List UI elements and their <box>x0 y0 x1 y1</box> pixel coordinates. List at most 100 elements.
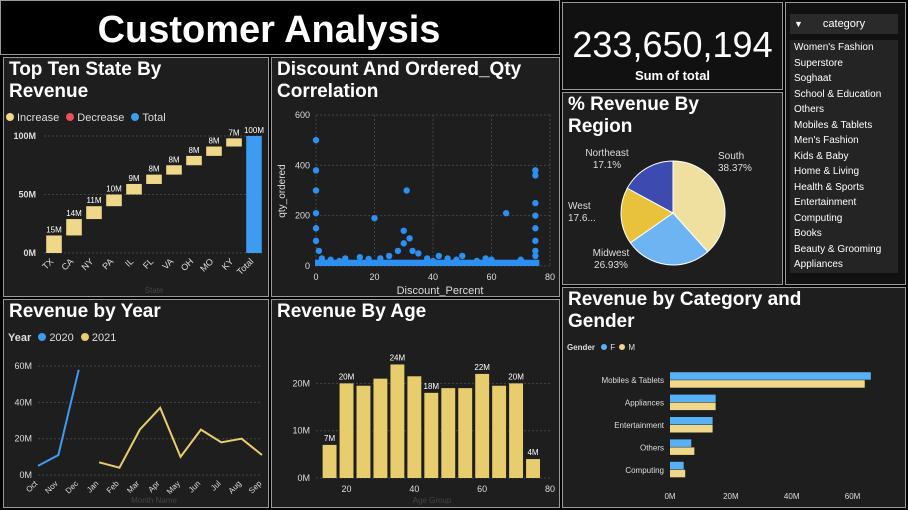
x-tick-label: Jun <box>187 479 202 494</box>
x-tick-label: PA <box>100 256 115 271</box>
slicer-item[interactable]: Beauty & Grooming <box>794 243 882 255</box>
year-legend: Year 2020 2021 <box>8 332 116 344</box>
kpi-value: 233,650,194 <box>572 24 773 65</box>
waterfall-chart-panel[interactable]: Top Ten State By Revenue Increase Decrea… <box>3 57 269 297</box>
bar <box>492 385 507 478</box>
data-label: 8M <box>208 137 219 146</box>
data-point <box>385 252 393 260</box>
line-chart-panel[interactable]: Revenue by Year Year 2020 2021 0M 20M 40M 6… <box>3 299 269 508</box>
x-tick-label: 20M <box>723 492 739 501</box>
y-axis-title: qty_ordered <box>277 164 288 217</box>
category-gender-panel[interactable]: Revenue by Category and Gender Gender F … <box>562 287 906 508</box>
bar <box>670 469 686 478</box>
scatter-chart-panel[interactable]: Discount And Ordered_Qty Correlation 0 20… <box>271 57 560 297</box>
data-point <box>403 187 410 194</box>
category-slicer[interactable]: ▼ category Women's Fashion Superstore So… <box>785 2 906 285</box>
data-point <box>532 212 539 219</box>
data-point <box>502 209 510 217</box>
slicer-item[interactable]: Computing <box>794 212 843 224</box>
data-point <box>356 253 364 261</box>
y-tick-label: Mobiles & Tablets <box>601 376 664 385</box>
data-label: 20M <box>508 372 524 381</box>
y-tick-label: Entertainment <box>614 421 665 430</box>
x-tick-label: TX <box>40 256 55 271</box>
bar <box>126 183 142 195</box>
title-panel: Customer Analysis <box>0 0 560 55</box>
data-label: 9M <box>128 174 139 183</box>
x-tick-label: KY <box>220 256 236 272</box>
x-tick-label: 0M <box>664 492 675 501</box>
increase-legend-label: Increase <box>17 112 60 124</box>
x-tick-label: 20 <box>369 272 379 282</box>
slicer-item[interactable]: Health & Sports <box>794 181 865 193</box>
increase-legend-dot <box>6 113 14 121</box>
bar <box>86 206 102 220</box>
x-tick-label: 0 <box>313 272 318 282</box>
data-label: 18M <box>424 382 440 391</box>
y-tick-label: 0 <box>305 261 310 271</box>
y-tick-label: Appliances <box>625 399 664 408</box>
slicer-item[interactable]: Women's Fashion <box>794 42 874 53</box>
bar <box>670 372 871 380</box>
x-tick-label: 80 <box>545 272 555 282</box>
slicer-item[interactable]: Home & Living <box>794 166 860 177</box>
age-chart-panel[interactable]: Revenue By Age 0M 10M 20M 7M 20M 24M 18M 22M 20M… <box>271 299 560 508</box>
page-title: Customer Analysis <box>97 9 441 51</box>
waterfall-plot: 0M 50M 100M 15M TX 14M CA 11M NY 10M PA 9M IL 8M FL 8M V… <box>13 126 264 295</box>
slicer-item[interactable]: Men's Fashion <box>794 135 859 146</box>
y-tick-label: 10M <box>292 426 310 436</box>
y-tick-label: 60M <box>14 361 32 371</box>
slicer-item[interactable]: Appliances <box>794 259 843 270</box>
y-tick-label: 20M <box>292 378 310 388</box>
data-point <box>312 225 320 232</box>
data-label: 11M <box>87 196 102 205</box>
data-point <box>406 235 413 242</box>
y-tick-label: Computing <box>625 466 664 475</box>
slicer-item[interactable]: Superstore <box>794 57 843 69</box>
x-tick-label: Oct <box>24 479 40 495</box>
data-point <box>315 247 323 255</box>
bar <box>670 425 713 433</box>
bar <box>670 417 713 425</box>
x-tick-label: 20 <box>342 484 352 494</box>
data-point <box>400 227 407 234</box>
kpi-label: Sum of total <box>634 68 711 83</box>
x-tick-label: 40 <box>428 272 438 282</box>
slicer-item[interactable]: School & Education <box>794 88 882 100</box>
data-point <box>365 255 372 263</box>
x-tick-label: VA <box>160 256 175 271</box>
data-point <box>312 237 320 245</box>
decrease-legend-dot <box>66 113 75 121</box>
y-tick-label: 0M <box>297 473 310 483</box>
data-point <box>336 257 343 265</box>
bar <box>670 439 692 447</box>
pie-slice <box>620 187 674 244</box>
slicer-header[interactable]: ▼ category <box>790 14 898 34</box>
pie-chart-panel[interactable]: % Revenue By Region South 38.37% Midwest 26… <box>562 92 783 285</box>
male-legend-dot <box>619 344 626 350</box>
slicer-item[interactable]: Kids & Baby <box>794 150 849 162</box>
slicer-item[interactable]: Books <box>794 228 822 239</box>
data-label: 7M <box>228 128 239 137</box>
category-gender-title: Revenue by Category and Gender <box>568 289 802 332</box>
x-axis-title: Month Name <box>131 496 177 505</box>
year-2020-legend-dot <box>38 333 47 341</box>
slicer-list: Women's Fashion Superstore Soghaat Schoo… <box>790 40 898 273</box>
x-tick-label: 80 <box>545 484 555 494</box>
data-point <box>342 255 349 262</box>
slice-category-label: Midwest <box>593 248 630 259</box>
slicer-item[interactable]: Mobiles & Tablets <box>794 119 873 131</box>
pie-slice <box>672 160 726 253</box>
slicer-item[interactable]: Soghaat <box>794 73 832 84</box>
y-tick-label: 40M <box>14 397 32 407</box>
waterfall-chart-title: Top Ten State By Revenue <box>9 59 162 102</box>
x-tick-label: OH <box>179 256 196 273</box>
gender-legend: Gender F M <box>567 343 635 352</box>
kpi-card[interactable]: 233,650,194 Sum of total <box>562 2 783 90</box>
x-tick-label: May <box>165 479 182 496</box>
data-point <box>473 257 481 265</box>
chevron-down-icon[interactable]: ▼ <box>794 19 803 29</box>
slicer-item[interactable]: Others <box>794 104 825 115</box>
x-axis-title: Age Group <box>413 496 452 505</box>
slicer-item[interactable]: Entertainment <box>794 197 857 208</box>
